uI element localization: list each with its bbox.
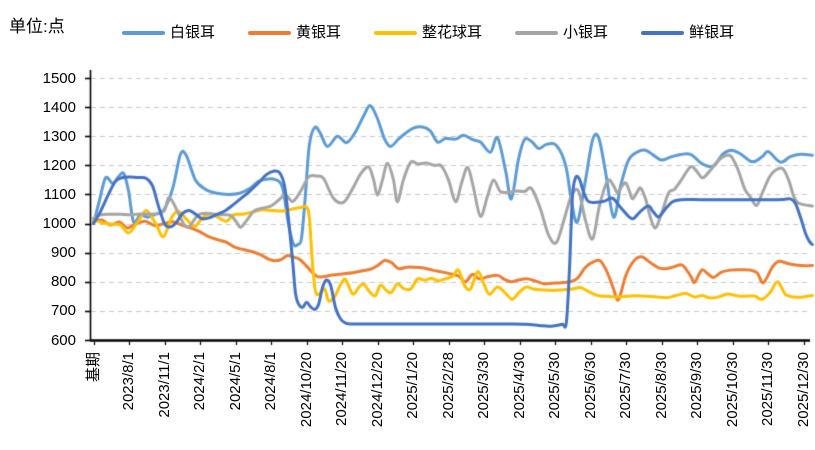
x-axis-tick-label: 2025/12/30	[794, 352, 812, 428]
y-axis-tick-label: 800	[50, 273, 76, 291]
x-axis-tick-label: 2025/2/28	[439, 352, 457, 419]
x-axis-tick-label: 2025/6/30	[581, 352, 599, 419]
y-axis-tick-label: 1200	[42, 156, 76, 174]
x-axis-tick-label: 基期	[84, 352, 102, 383]
y-axis-tick-label: 1400	[42, 98, 76, 116]
x-axis-tick-label: 2024/11/20	[333, 352, 350, 426]
x-axis-tick-label: 2025/7/30	[617, 352, 634, 419]
y-axis-tick-label: 600	[50, 331, 76, 349]
x-axis-tick-label: 2025/5/30	[546, 352, 563, 419]
x-axis-tick-label: 2024/5/1	[226, 352, 244, 411]
x-axis-tick-label: 2025/4/30	[510, 352, 528, 419]
x-axis-tick-label: 2024/8/1	[262, 352, 279, 411]
y-axis-tick-label: 1100	[43, 185, 76, 203]
x-axis-tick-label: 2023/11/1	[155, 352, 173, 418]
x-axis-tick-label: 2024/12/20	[368, 352, 386, 428]
y-axis-tick-label: 900	[50, 244, 76, 262]
x-axis-tick-label: 2023/8/1	[120, 352, 137, 411]
y-axis-tick-label: 1000	[42, 215, 76, 233]
x-axis-tick-label: 2025/10/30	[723, 352, 741, 428]
x-axis-tick-label: 2025/8/30	[652, 352, 670, 419]
x-axis-tick-label: 2025/11/30	[759, 352, 776, 426]
x-axis-tick-label: 2024/10/20	[297, 352, 315, 428]
y-axis-tick-label: 1500	[42, 69, 76, 87]
x-axis-tick-label: 2025/1/20	[404, 352, 421, 419]
y-axis-tick-label: 700	[50, 302, 76, 320]
y-axis-tick-label: 1300	[42, 127, 76, 145]
x-axis-tick-label: 2025/3/30	[475, 352, 492, 419]
x-axis-tick-label: 2025/9/30	[688, 352, 705, 419]
x-axis-tick-label: 2024/2/1	[191, 352, 208, 411]
